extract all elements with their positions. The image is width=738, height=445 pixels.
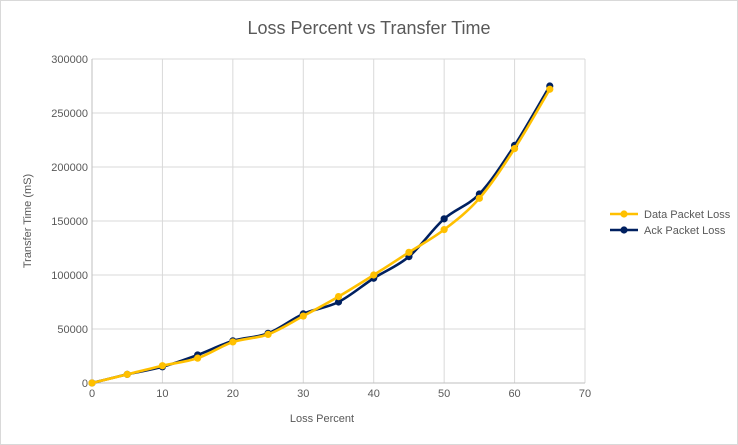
y-tick-label: 300000 (51, 54, 88, 66)
x-tick-label: 0 (89, 388, 95, 400)
y-axis-label: Transfer Time (mS) (22, 174, 34, 268)
data-point-data-packet-loss (88, 379, 96, 387)
x-tick-label: 70 (579, 388, 591, 400)
chart-title: Loss Percent vs Transfer Time (247, 18, 490, 38)
legend-item-ack-packet-loss: Ack Packet Loss (610, 225, 726, 237)
data-point-data-packet-loss (299, 312, 307, 320)
x-tick-label: 20 (227, 388, 239, 400)
data-point-data-packet-loss (370, 271, 378, 279)
series-data-packet-loss (88, 85, 554, 387)
data-point-data-packet-loss (264, 330, 272, 338)
data-point-data-packet-loss (405, 248, 413, 256)
legend-item-data-packet-loss: Data Packet Loss (610, 209, 731, 221)
legend: Data Packet Loss Ack Packet Loss (610, 209, 731, 237)
series-layer (88, 82, 554, 387)
legend-marker-ack-packet-loss (620, 226, 628, 234)
data-point-ack-packet-loss (334, 298, 343, 306)
y-tick-label: 200000 (51, 162, 88, 174)
y-tick-label: 0 (82, 378, 88, 390)
y-tick-label: 150000 (51, 216, 88, 228)
data-point-data-packet-loss (123, 370, 131, 378)
data-point-data-packet-loss (194, 354, 202, 362)
data-point-data-packet-loss (510, 145, 519, 153)
data-point-data-packet-loss (158, 362, 167, 370)
x-tick-label: 30 (297, 388, 309, 400)
data-point-data-packet-loss (229, 338, 237, 346)
data-point-data-packet-loss (334, 293, 343, 301)
data-point-ack-packet-loss (440, 215, 448, 223)
x-tick-label: 10 (156, 388, 168, 400)
x-axis-label: Loss Percent (290, 413, 354, 425)
y-tick-label: 50000 (57, 324, 88, 336)
data-point-data-packet-loss (475, 194, 483, 202)
legend-label-data-packet-loss: Data Packet Loss (644, 209, 731, 221)
data-point-data-packet-loss (440, 226, 448, 234)
x-tick-label: 40 (368, 388, 380, 400)
legend-marker-data-packet-loss (620, 210, 628, 218)
x-tick-label: 60 (508, 388, 520, 400)
y-tick-label: 250000 (51, 108, 88, 120)
axes: 0 10 20 30 40 50 60 70 0 50000 100000 150000 200000 2… (51, 54, 591, 400)
x-tick-label: 50 (438, 388, 450, 400)
y-tick-label: 100000 (51, 270, 88, 282)
data-point-data-packet-loss (546, 85, 554, 93)
grid (92, 58, 586, 383)
legend-label-ack-packet-loss: Ack Packet Loss (644, 225, 726, 237)
